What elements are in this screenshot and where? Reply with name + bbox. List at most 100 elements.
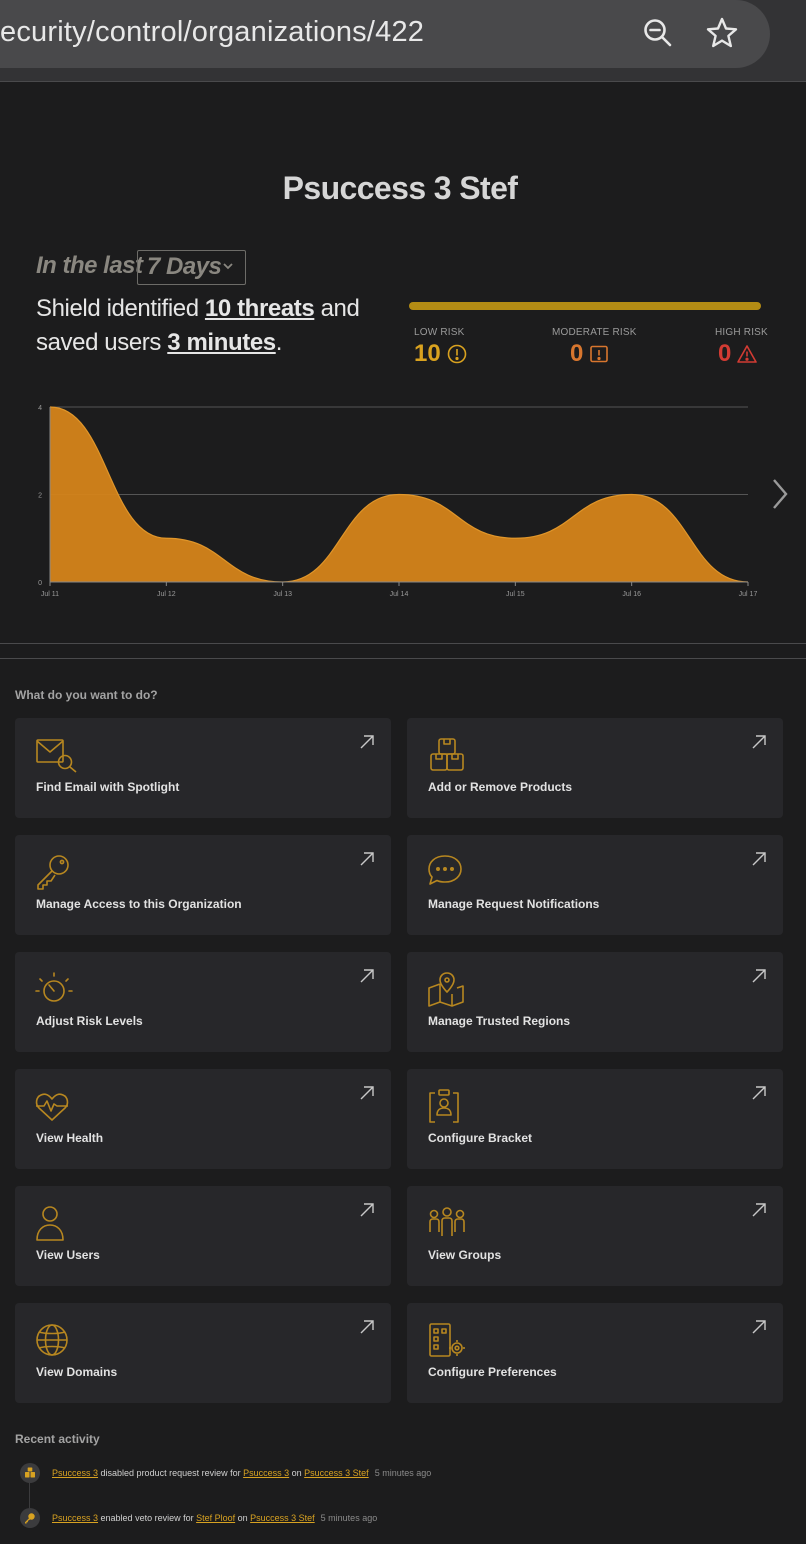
action-label: Manage Trusted Regions [428,1014,571,1028]
action-card-trusted-regions[interactable]: Manage Trusted Regions [407,952,783,1052]
action-label: Configure Bracket [428,1131,533,1145]
action-card-find-email[interactable]: Find Email with Spotlight [15,718,391,818]
building-gear-icon [427,1321,471,1359]
spotlight-email-icon [35,736,79,774]
summary-text: Shield identified 10 threats and saved u… [36,292,376,360]
chevron-down-icon [223,263,233,270]
bracket-icon [427,1087,471,1125]
x-tick-label: Jul 13 [273,591,292,598]
action-card-configure-preferences[interactable]: Configure Preferences [407,1303,783,1403]
y-tick-label: 2 [38,493,42,500]
products-boxes-icon [427,736,471,774]
warning-triangle-icon [737,345,758,363]
summary-mid: and saved users [36,295,360,356]
action-card-configure-bracket[interactable]: Configure Bracket [407,1069,783,1169]
risk-distribution-bar [409,302,761,310]
activity-org-link[interactable]: Psuccess 3 Stef [250,1513,315,1523]
star-icon[interactable] [705,16,739,50]
map-pin-icon [427,970,471,1008]
group-icon [427,1204,471,1242]
threat-summary-panel: Psuccess 3 Stef In the last 7 Days Shiel… [0,82,806,644]
url-text[interactable]: ecurity/control/organizations/422 [0,16,425,48]
external-arrow-icon [752,1086,766,1100]
threats-link[interactable]: 10 threats [204,295,315,322]
high-risk-value: 0 [718,340,732,367]
summary-prefix: Shield identified [36,295,205,322]
x-tick-label: Jul 17 [739,591,758,598]
low-risk-stat[interactable]: LOW RISK 10 [414,327,467,368]
external-arrow-icon [360,1203,374,1217]
address-bar[interactable]: ecurity/control/organizations/422 [0,0,770,68]
activity-target-link[interactable]: Psuccess 3 [243,1468,290,1478]
action-card-request-notifications[interactable]: Manage Request Notifications [407,835,783,935]
external-arrow-icon [752,852,766,866]
activity-item: Psuccess 3 disabled product request revi… [20,1462,431,1484]
external-arrow-icon [360,1086,374,1100]
action-label: View Domains [36,1365,118,1379]
x-tick-label: Jul 16 [622,591,641,598]
activity-actor-link[interactable]: Psuccess 3 [52,1513,99,1523]
high-risk-label: HIGH RISK [715,327,768,338]
x-tick-label: Jul 12 [157,591,176,598]
moderate-risk-label: MODERATE RISK [552,327,637,338]
moderate-risk-stat[interactable]: MODERATE RISK 0 [552,327,637,368]
y-tick-label: 4 [38,405,42,412]
action-card-view-domains[interactable]: View Domains [15,1303,391,1403]
external-arrow-icon [752,1203,766,1217]
high-risk-stat[interactable]: HIGH RISK 0 [715,327,768,368]
action-card-products[interactable]: Add or Remove Products [407,718,783,818]
info-circle-icon [447,344,467,364]
period-prefix: In the last [36,252,143,279]
user-icon [35,1204,79,1242]
alert-square-icon [590,345,609,363]
external-arrow-icon [752,735,766,749]
activity-time: 5 minutes ago [374,1468,432,1478]
chevron-right-icon[interactable] [768,474,792,514]
actions-section: What do you want to do? Find Email with … [0,658,806,1528]
activity-actor-link[interactable]: Psuccess 3 [52,1468,99,1478]
x-tick-label: Jul 11 [41,591,59,598]
activity-timeline [29,1473,30,1518]
key-icon [20,1508,40,1528]
key-icon [35,853,79,891]
activity-action: enabled veto review for [98,1513,197,1523]
globe-icon [35,1321,79,1359]
low-risk-label: LOW RISK [414,327,465,338]
threat-area-chart: 0 2 4 Jul 11 Jul 12 Jul 13 Jul 14 Jul 15 Jul 16 J… [38,405,758,598]
activity-action: disabled product request review for [98,1468,244,1478]
period-value: 7 Days [147,253,222,280]
zoom-out-icon[interactable] [641,16,675,50]
period-select[interactable]: 7 Days [137,250,246,285]
action-card-view-users[interactable]: View Users [15,1186,391,1286]
external-arrow-icon [752,1320,766,1334]
action-label: Manage Request Notifications [428,897,600,911]
action-label: View Health [36,1131,104,1145]
external-arrow-icon [360,969,374,983]
action-label: Adjust Risk Levels [36,1014,143,1028]
gauge-icon [35,970,79,1008]
activity-on: on [235,1513,251,1523]
activity-target-link[interactable]: Stef Ploof [196,1513,236,1523]
action-card-view-health[interactable]: View Health [15,1069,391,1169]
x-tick-label: Jul 15 [506,591,525,598]
action-card-view-groups[interactable]: View Groups [407,1186,783,1286]
activity-time: 5 minutes ago [320,1513,378,1523]
action-label: View Groups [428,1248,502,1262]
action-card-manage-access[interactable]: Manage Access to this Organization [15,835,391,935]
action-card-risk-levels[interactable]: Adjust Risk Levels [15,952,391,1052]
summary-end: . [275,329,283,356]
organization-title: Psuccess 3 Stef [282,170,518,206]
browser-toolbar: ecurity/control/organizations/422 [0,0,806,82]
products-icon [20,1463,40,1483]
action-label: Manage Access to this Organization [36,897,242,911]
action-label: Add or Remove Products [428,780,573,794]
activity-item: Psuccess 3 enabled veto review for Stef … [20,1507,377,1529]
external-arrow-icon [360,735,374,749]
action-label: Configure Preferences [428,1365,557,1379]
activity-org-link[interactable]: Psuccess 3 Stef [304,1468,369,1478]
actions-heading: What do you want to do? [15,688,158,702]
minutes-link[interactable]: 3 minutes [167,329,276,356]
moderate-risk-value: 0 [570,340,584,367]
x-tick-label: Jul 14 [390,591,409,598]
threat-line [49,406,749,583]
